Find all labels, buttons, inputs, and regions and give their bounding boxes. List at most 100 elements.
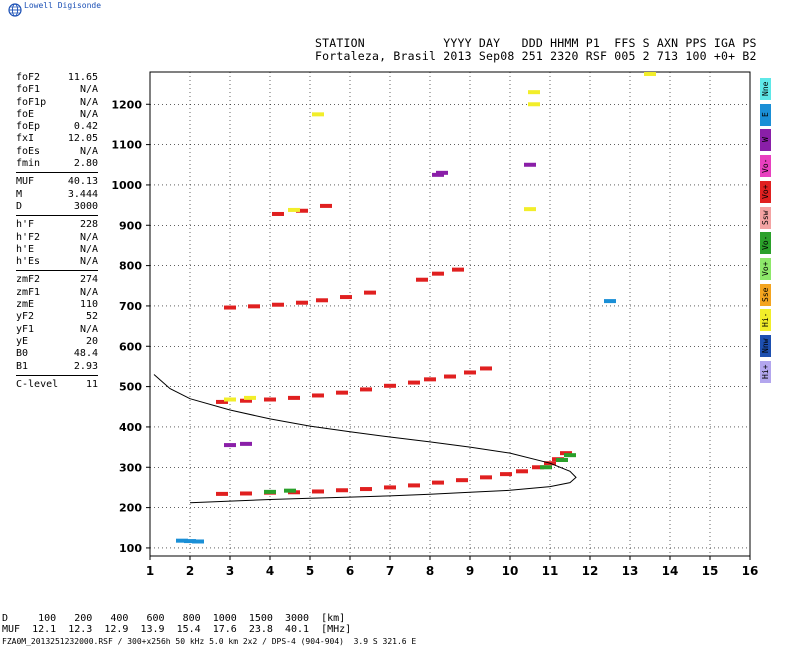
param-name: zmF2 — [16, 274, 41, 286]
x-tick-label: 8 — [426, 564, 434, 578]
param-name: C-level — [16, 378, 59, 390]
echo-point — [224, 397, 236, 402]
param-name: foEs — [16, 145, 41, 157]
echo-point — [216, 491, 228, 496]
param-name: fmin — [16, 158, 41, 170]
param-row: C-level 11 — [16, 379, 98, 391]
echo-point — [240, 441, 252, 446]
param-value: 40.13 — [67, 176, 98, 188]
echo-point — [524, 162, 536, 167]
header-values: Fortaleza, Brasil 2013 Sep08 251 2320 RS… — [315, 49, 757, 63]
y-tick-label: 1100 — [111, 139, 142, 152]
echo-point — [644, 72, 656, 77]
param-value: N/A — [79, 286, 98, 298]
echo-point — [500, 472, 512, 477]
echo-point — [288, 395, 300, 400]
param-value: 52 — [85, 311, 98, 323]
legend-swatch: Hi- — [760, 309, 771, 332]
header-labels: STATION YYYY DAY DDD HHMM P1 FFS S AXN P… — [315, 36, 757, 50]
echo-point — [516, 469, 528, 474]
param-row: zmF2 274 — [16, 274, 98, 286]
echo-point — [176, 538, 188, 543]
echo-point — [272, 211, 284, 216]
param-value: N/A — [79, 108, 98, 120]
param-row: h'E N/A — [16, 244, 98, 256]
echo-point — [336, 488, 348, 493]
echo-point — [264, 489, 276, 494]
param-row: D 3000 — [16, 201, 98, 213]
param-value: N/A — [79, 84, 98, 96]
echo-point — [272, 302, 284, 307]
param-row: B0 48.4 — [16, 348, 98, 360]
echo-point — [604, 299, 616, 304]
logo-text: Lowell Digisonde — [24, 1, 102, 10]
param-name: B0 — [16, 348, 29, 360]
legend-swatch: Vo- — [760, 232, 771, 255]
echo-point — [432, 172, 444, 177]
x-tick-label: 1 — [146, 564, 154, 578]
param-row: foEp 0.42 — [16, 121, 98, 133]
param-row: yE 20 — [16, 336, 98, 348]
param-row: M 3.444 — [16, 189, 98, 201]
echo-point — [184, 539, 196, 544]
param-value: 3.444 — [67, 188, 98, 200]
param-row: foF1p N/A — [16, 97, 98, 109]
echo-point — [312, 393, 324, 398]
param-value: 48.4 — [73, 348, 98, 360]
param-row: yF2 52 — [16, 311, 98, 323]
param-value: N/A — [79, 231, 98, 243]
parameter-panel: foF2 11.65 foF1 N/A foF1p N/A foE N/A foEp 0.42 fx… — [16, 72, 98, 391]
param-row: fmin 2.80 — [16, 158, 98, 170]
param-value: 11 — [85, 378, 98, 390]
echo-point — [320, 203, 332, 208]
param-divider — [16, 270, 98, 272]
echo-point — [224, 305, 236, 310]
echo-point — [424, 377, 436, 382]
x-tick-label: 15 — [702, 564, 719, 578]
x-tick-label: 2 — [186, 564, 194, 578]
param-name: yE — [16, 335, 29, 347]
echo-point — [248, 304, 260, 309]
param-name: h'F — [16, 219, 35, 231]
echo-point — [340, 295, 352, 300]
param-name: h'Es — [16, 256, 41, 268]
param-name: zmE — [16, 299, 35, 311]
y-tick-label: 400 — [119, 421, 142, 434]
param-row: MUF 40.13 — [16, 176, 98, 188]
param-name: foF2 — [16, 72, 41, 83]
legend-swatch: W — [760, 129, 771, 152]
echo-point — [240, 398, 252, 403]
echo-point — [360, 487, 372, 492]
param-name: h'E — [16, 243, 35, 255]
echo-point — [432, 480, 444, 485]
echo-point — [564, 453, 576, 458]
param-name: yF1 — [16, 323, 35, 335]
y-tick-label: 900 — [119, 219, 142, 232]
param-name: B1 — [16, 360, 29, 372]
param-row: fxI 12.05 — [16, 133, 98, 145]
x-tick-label: 5 — [306, 564, 314, 578]
y-tick-label: 1000 — [111, 179, 142, 192]
y-tick-label: 1200 — [111, 98, 142, 111]
echo-point — [240, 491, 252, 496]
x-tick-label: 4 — [266, 564, 274, 578]
echo-point — [464, 370, 476, 375]
param-row: B1 2.93 — [16, 361, 98, 373]
echo-point — [528, 90, 540, 95]
param-value: N/A — [79, 243, 98, 255]
footer-distance-row: D 100 200 400 600 800 1000 1500 3000 [km… — [2, 613, 346, 624]
echo-point — [224, 443, 236, 448]
echo-point — [408, 483, 420, 488]
x-tick-label: 13 — [622, 564, 639, 578]
echo-point — [264, 397, 276, 402]
legend-swatch: Hi+ — [760, 360, 771, 383]
legend-swatch: Ssw — [760, 206, 771, 229]
echo-point — [532, 465, 544, 470]
param-name: foE — [16, 108, 35, 120]
param-row: yF1 N/A — [16, 324, 98, 336]
legend-swatch: Vo+ — [760, 257, 771, 280]
y-tick-label: 600 — [119, 340, 142, 353]
legend-swatch: Vo- — [760, 155, 771, 178]
param-value: N/A — [79, 256, 98, 268]
